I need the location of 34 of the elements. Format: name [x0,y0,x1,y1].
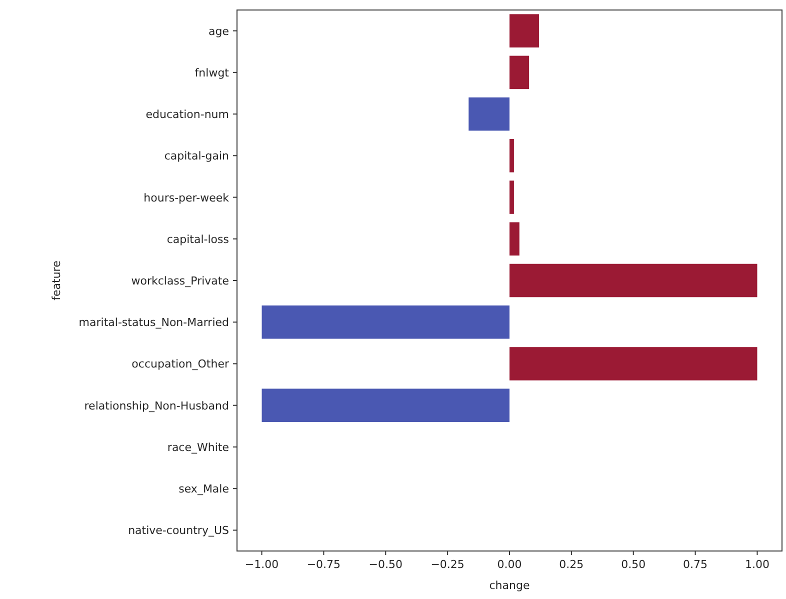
bar [510,14,539,48]
bar [262,388,510,422]
x-tick-label: 0.25 [559,558,584,571]
y-tick-label: education-num [146,108,229,122]
bar [510,222,520,256]
x-tick-label: −0.50 [368,558,402,571]
y-tick-label: capital-loss [166,232,230,246]
bar [510,264,758,298]
bar [510,139,514,172]
x-axis-title: change [489,579,530,592]
y-tick-label: marital-status_Non-Married [78,316,229,330]
x-tick-label: −0.75 [306,558,341,571]
x-tick-label: −0.25 [430,558,464,571]
y-tick-label: hours-per-week [144,191,230,204]
bar [510,56,530,90]
y-tick-label: occupation_Other [132,358,230,371]
y-axis-title: feature [50,260,63,300]
bar [262,305,510,339]
x-tick-label: 0.50 [621,558,646,571]
y-tick-label: relationship_Non-Husband [84,399,229,412]
x-tick-label: −1.00 [244,558,279,571]
y-tick-label: capital-gain [164,150,230,163]
y-tick-label: fnlwgt [194,66,230,80]
x-tick-label: 1.00 [744,558,770,571]
y-tick-label: sex_Male [178,482,230,496]
y-tick-label: native-country_US [128,524,230,538]
x-tick-label: 0.00 [497,558,522,571]
x-tick-label: 0.75 [683,558,708,571]
y-tick-label: workclass_Private [131,274,230,288]
y-tick-label: age [208,24,230,38]
bar [510,180,514,214]
bar [510,347,758,380]
y-tick-label: race_White [167,440,230,454]
bar [468,97,510,131]
